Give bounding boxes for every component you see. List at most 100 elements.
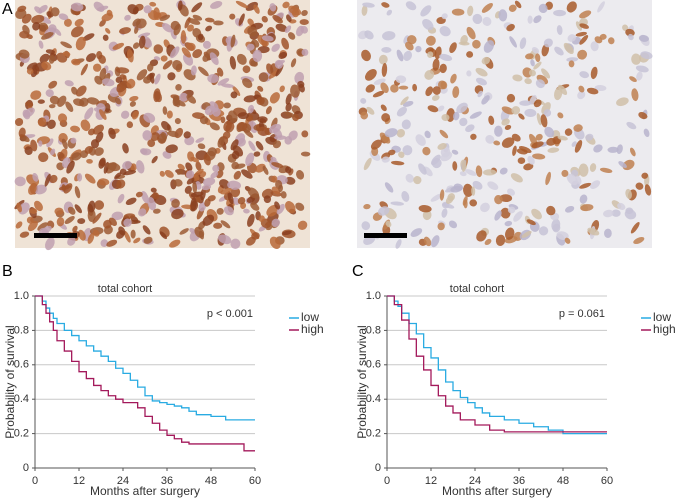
cell-nucleus	[143, 5, 152, 14]
cell-nucleus	[186, 42, 196, 52]
cell-nucleus	[627, 33, 634, 41]
cell-nucleus	[282, 1, 290, 9]
cell-nucleus	[441, 113, 450, 121]
x-tick-label: 24	[469, 475, 481, 487]
cell-nucleus	[362, 2, 375, 8]
cell-nucleus	[198, 201, 206, 212]
cell-nucleus	[631, 88, 639, 102]
survival-curve	[35, 295, 255, 421]
cell-nucleus	[531, 47, 540, 54]
x-tick-label: 24	[117, 475, 129, 487]
cell-nucleus	[403, 50, 413, 61]
cell-nucleus	[117, 193, 125, 204]
tissue-texture	[358, 0, 653, 249]
cell-nucleus	[536, 113, 542, 126]
cell-nucleus	[381, 156, 390, 163]
cell-nucleus	[360, 98, 367, 104]
cell-nucleus	[70, 137, 77, 144]
cell-nucleus	[451, 8, 465, 16]
cell-nucleus	[248, 140, 256, 152]
cell-nucleus	[132, 6, 139, 15]
cell-nucleus	[472, 180, 483, 190]
cell-nucleus	[152, 192, 160, 200]
cell-nucleus	[589, 163, 597, 172]
cell-nucleus	[217, 78, 230, 86]
cell-nucleus	[165, 144, 178, 154]
cell-nucleus	[18, 127, 26, 138]
cell-nucleus	[541, 68, 551, 79]
cell-nucleus	[298, 83, 305, 93]
x-tick-label: 12	[73, 475, 85, 487]
panel-label: A	[2, 1, 13, 18]
cell-nucleus	[236, 121, 248, 132]
cell-nucleus	[212, 107, 221, 117]
cell-nucleus	[424, 70, 435, 80]
cell-nucleus	[405, 41, 414, 51]
cell-nucleus	[629, 76, 637, 83]
cell-nucleus	[230, 238, 241, 249]
cell-nucleus	[263, 195, 272, 204]
cell-nucleus	[123, 170, 137, 176]
cell-nucleus	[556, 231, 569, 240]
cell-nucleus	[579, 71, 590, 79]
cell-nucleus	[177, 0, 183, 11]
cell-nucleus	[643, 128, 650, 138]
cell-nucleus	[597, 1, 605, 13]
cell-nucleus	[590, 41, 599, 52]
cell-nucleus	[64, 216, 75, 224]
y-tick-label: 0.2	[366, 428, 381, 440]
cell-nucleus	[50, 7, 60, 17]
cell-nucleus	[431, 94, 440, 101]
cell-nucleus	[71, 26, 84, 38]
cell-nucleus	[127, 49, 134, 63]
cell-nucleus	[441, 208, 448, 218]
cell-nucleus	[273, 135, 287, 140]
cell-nucleus	[483, 40, 495, 53]
cell-nucleus	[161, 22, 173, 33]
cell-nucleus	[242, 65, 251, 74]
cell-nucleus	[284, 25, 292, 33]
cell-nucleus	[427, 51, 434, 58]
cell-nucleus	[149, 1, 157, 7]
cell-nucleus	[459, 117, 468, 127]
cell-nucleus	[78, 229, 86, 241]
cell-nucleus	[116, 80, 128, 93]
cell-nucleus	[30, 90, 42, 100]
cell-nucleus	[99, 19, 106, 27]
cell-nucleus	[114, 172, 122, 180]
cell-nucleus	[631, 53, 642, 65]
cell-nucleus	[70, 125, 81, 133]
cell-nucleus	[300, 151, 311, 157]
cell-nucleus	[250, 60, 258, 67]
cell-nucleus	[119, 27, 131, 35]
cell-nucleus	[580, 204, 594, 212]
cell-nucleus	[440, 81, 448, 90]
cell-nucleus	[607, 146, 619, 153]
cell-nucleus	[37, 117, 47, 127]
cell-nucleus	[363, 204, 371, 210]
cell-nucleus	[238, 13, 245, 26]
cell-nucleus	[276, 203, 285, 215]
cell-nucleus	[269, 3, 277, 12]
legend-label: high	[301, 322, 324, 336]
cell-nucleus	[190, 65, 197, 76]
cell-nucleus	[256, 96, 265, 106]
y-tick-label: 0.6	[366, 359, 381, 371]
cell-nucleus	[24, 146, 33, 156]
legend-label: high	[653, 322, 676, 336]
cell-nucleus	[365, 84, 375, 93]
cell-nucleus	[565, 205, 575, 213]
cell-nucleus	[586, 87, 599, 95]
cell-nucleus	[172, 60, 183, 71]
cell-nucleus	[251, 232, 260, 240]
cell-nucleus	[285, 102, 292, 112]
scale-bar	[34, 233, 77, 238]
cell-nucleus	[301, 9, 308, 17]
cell-nucleus	[169, 239, 181, 248]
cell-nucleus	[545, 171, 551, 186]
cell-nucleus	[284, 136, 293, 145]
tissue-texture	[14, 0, 311, 251]
cell-nucleus	[402, 145, 413, 156]
cell-nucleus	[80, 63, 88, 76]
cell-nucleus	[280, 191, 287, 199]
